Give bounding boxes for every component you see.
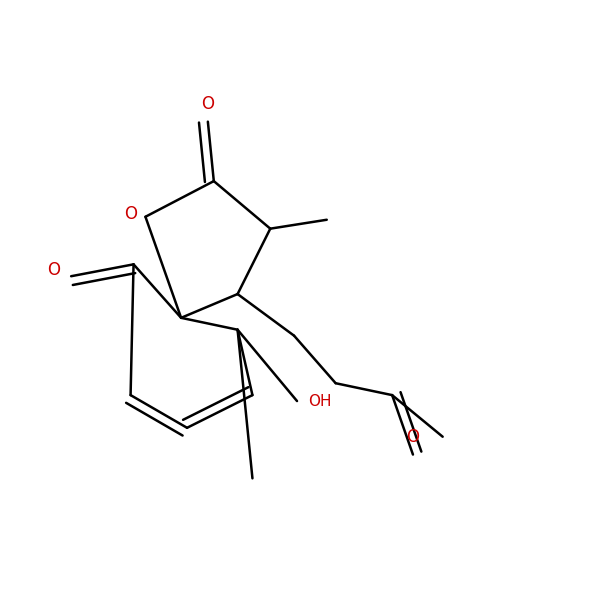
Text: O: O [47,261,60,279]
Text: O: O [202,95,214,113]
Text: O: O [124,205,137,223]
Text: O: O [406,428,419,446]
Text: OH: OH [308,394,331,409]
